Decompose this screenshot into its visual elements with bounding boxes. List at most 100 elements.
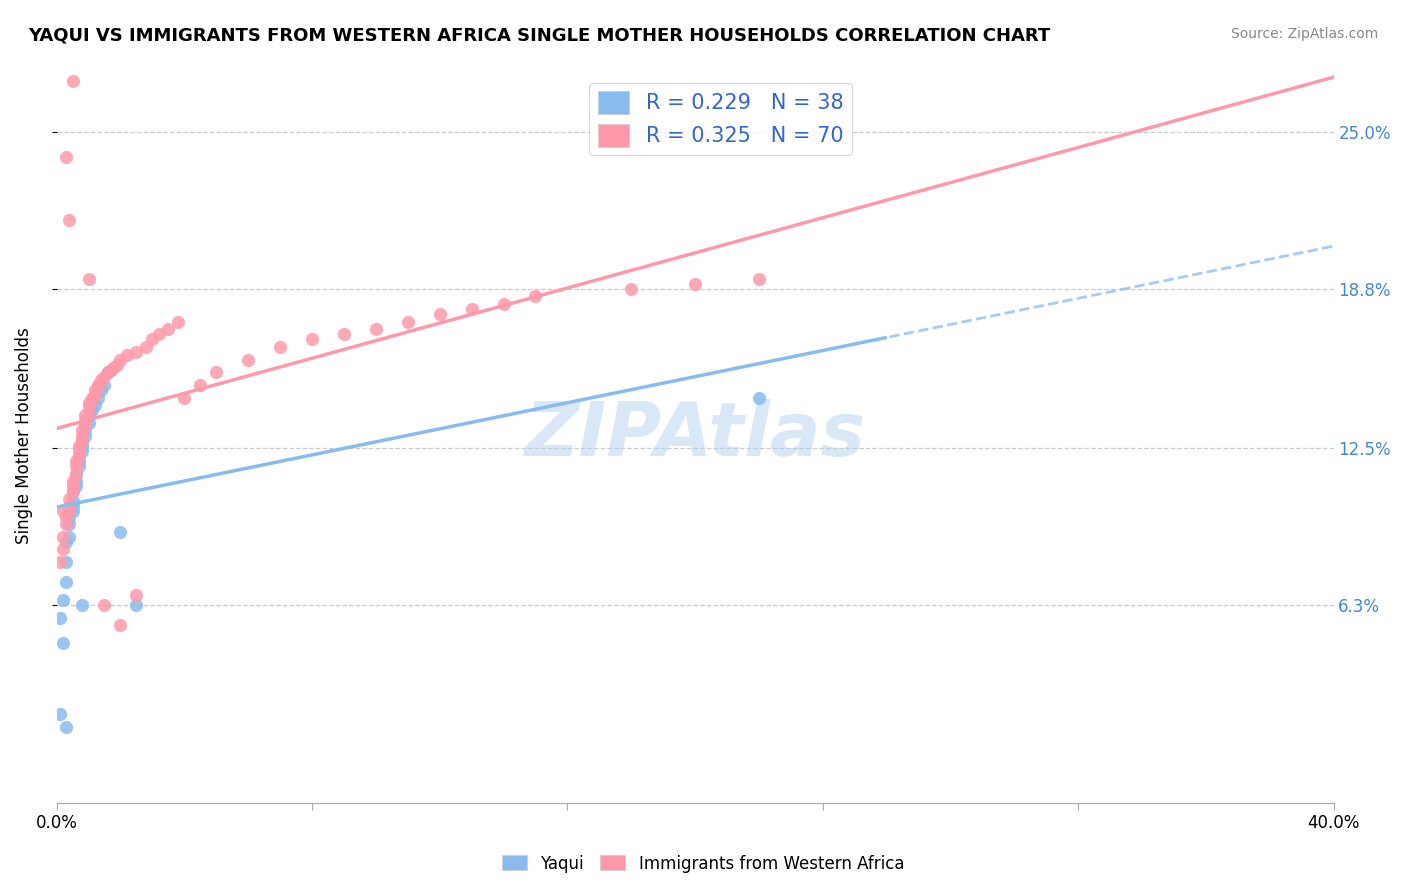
- Point: [55, 509, 77, 524]
- Y-axis label: Single Mother Households: Single Mother Households: [15, 327, 32, 544]
- Point: [236, 352, 259, 367]
- Point: [110, 524, 132, 539]
- Point: [748, 391, 770, 405]
- Point: [269, 340, 291, 354]
- Point: [58, 517, 80, 532]
- Point: [524, 289, 547, 303]
- Point: [62, 500, 84, 514]
- Point: [70, 443, 93, 458]
- Point: [87, 378, 110, 392]
- Point: [80, 393, 103, 408]
- Point: [110, 352, 132, 367]
- Point: [90, 383, 112, 397]
- Point: [58, 530, 80, 544]
- Point: [93, 598, 115, 612]
- Point: [77, 271, 100, 285]
- Point: [205, 365, 228, 379]
- Point: [620, 282, 643, 296]
- Point: [62, 74, 84, 88]
- Point: [65, 458, 87, 473]
- Point: [141, 332, 163, 346]
- Point: [58, 504, 80, 518]
- Point: [173, 391, 195, 405]
- Point: [80, 403, 103, 417]
- Point: [125, 345, 148, 359]
- Point: [52, 504, 75, 518]
- Point: [75, 428, 97, 442]
- Point: [70, 434, 93, 448]
- Point: [67, 443, 90, 458]
- Point: [429, 307, 451, 321]
- Point: [55, 720, 77, 734]
- Point: [103, 360, 125, 375]
- Point: [75, 409, 97, 423]
- Point: [748, 271, 770, 285]
- Point: [93, 370, 115, 384]
- Point: [70, 424, 93, 438]
- Point: [67, 458, 90, 473]
- Text: Source: ZipAtlas.com: Source: ZipAtlas.com: [1230, 27, 1378, 41]
- Point: [55, 575, 77, 590]
- Legend: R = 0.229   N = 38, R = 0.325   N = 70: R = 0.229 N = 38, R = 0.325 N = 70: [589, 83, 852, 155]
- Point: [333, 327, 356, 342]
- Point: [115, 347, 138, 361]
- Point: [55, 555, 77, 569]
- Point: [49, 555, 72, 569]
- Point: [80, 391, 103, 405]
- Point: [55, 150, 77, 164]
- Point: [65, 467, 87, 481]
- Point: [87, 391, 110, 405]
- Text: ZIPAtlas: ZIPAtlas: [524, 399, 866, 472]
- Point: [100, 363, 122, 377]
- Point: [62, 474, 84, 488]
- Point: [301, 332, 323, 346]
- Point: [75, 424, 97, 438]
- Point: [62, 504, 84, 518]
- Point: [77, 416, 100, 430]
- Point: [49, 611, 72, 625]
- Point: [58, 509, 80, 524]
- Point: [70, 598, 93, 612]
- Point: [55, 517, 77, 532]
- Point: [683, 277, 706, 291]
- Point: [67, 439, 90, 453]
- Text: YAQUI VS IMMIGRANTS FROM WESTERN AFRICA SINGLE MOTHER HOUSEHOLDS CORRELATION CHA: YAQUI VS IMMIGRANTS FROM WESTERN AFRICA …: [28, 27, 1050, 45]
- Point: [84, 383, 107, 397]
- Point: [135, 340, 157, 354]
- Point: [492, 297, 515, 311]
- Point: [90, 373, 112, 387]
- Point: [70, 439, 93, 453]
- Point: [67, 449, 90, 463]
- Point: [396, 315, 419, 329]
- Point: [55, 534, 77, 549]
- Point: [105, 358, 128, 372]
- Point: [52, 542, 75, 557]
- Point: [52, 636, 75, 650]
- Point: [65, 467, 87, 481]
- Point: [167, 315, 190, 329]
- Point: [84, 388, 107, 402]
- Point: [125, 588, 148, 602]
- Point: [77, 395, 100, 409]
- Point: [70, 434, 93, 448]
- Point: [77, 409, 100, 423]
- Point: [62, 484, 84, 499]
- Point: [93, 378, 115, 392]
- Point: [110, 618, 132, 632]
- Point: [67, 454, 90, 468]
- Point: [70, 428, 93, 442]
- Point: [87, 380, 110, 394]
- Point: [75, 413, 97, 427]
- Point: [58, 500, 80, 514]
- Point: [460, 301, 482, 316]
- Point: [58, 213, 80, 227]
- Point: [364, 322, 387, 336]
- Point: [49, 706, 72, 721]
- Point: [77, 403, 100, 417]
- Point: [97, 365, 120, 379]
- Point: [125, 598, 148, 612]
- Point: [148, 327, 170, 342]
- Point: [67, 449, 90, 463]
- Legend: Yaqui, Immigrants from Western Africa: Yaqui, Immigrants from Western Africa: [495, 848, 911, 880]
- Point: [188, 378, 211, 392]
